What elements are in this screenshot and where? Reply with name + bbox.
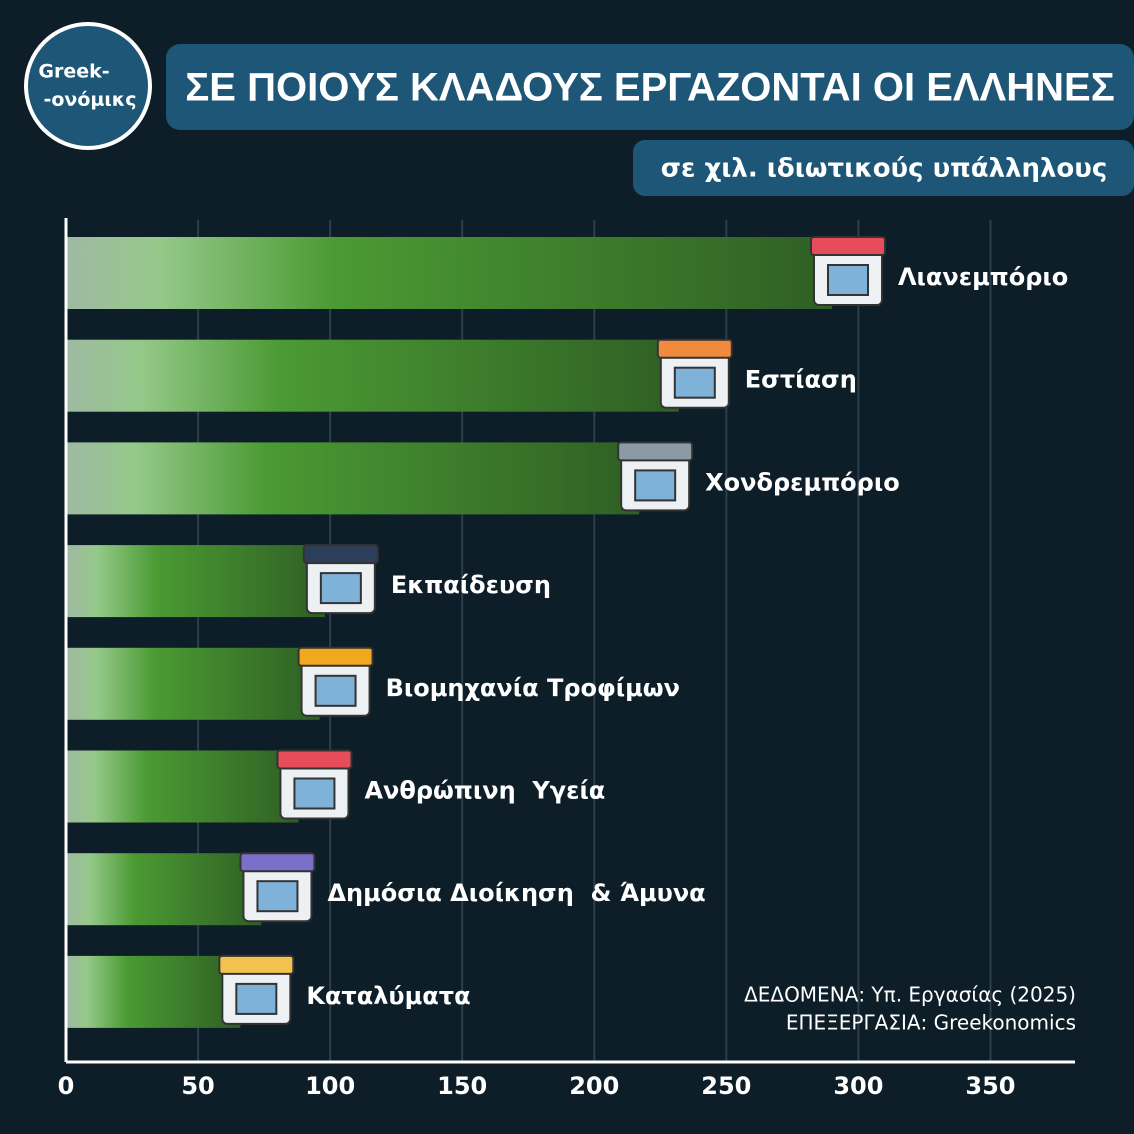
x-tick-label: 250 — [701, 1072, 751, 1100]
source: ΕΠΕΞΕΡΓΑΣΙΑ: Greekonomics — [786, 1011, 1076, 1035]
chart-subtitle: σε χιλ. ιδιωτικούς υπάλληλους — [661, 154, 1108, 184]
icon — [809, 236, 886, 256]
logo — [24, 22, 152, 150]
x-tick-label: 50 — [181, 1072, 214, 1100]
bar — [66, 750, 299, 823]
bar — [66, 339, 679, 412]
chart-title: ΣΕ ΠΟΙΟΥΣ ΚΛΑΔΟΥΣ ΕΡΓΑΖΟΝΤΑΙ ΟΙ ΕΛΛΗΝΕΣ — [185, 66, 1114, 110]
icon — [314, 674, 357, 707]
bar-label: Εστίαση — [745, 366, 857, 394]
bar — [66, 442, 640, 515]
bar — [66, 237, 832, 309]
source: ΔΕΔΟΜΕΝΑ: Υπ. Εργασίας (2025) — [744, 983, 1076, 1007]
bar — [66, 853, 262, 926]
bar-label: Ανθρώπινη Υγεία — [364, 777, 605, 805]
icon — [617, 441, 694, 462]
icon — [276, 749, 353, 770]
icon — [218, 954, 295, 975]
bar-label: Καταλύματα — [306, 982, 470, 1010]
bar-label: Βιομηχανία Τροφίμων — [386, 674, 680, 702]
x-tick-label: 150 — [437, 1072, 487, 1100]
plot: 0 50 100 150 200 250 300 350 Λιανεμπόριο Εστίαση Χ… — [58, 218, 1075, 1100]
icon — [235, 982, 278, 1015]
bar-label: Δημόσια Διοίκηση & Άμυνα — [327, 879, 705, 907]
x-tick-label: 350 — [965, 1072, 1015, 1100]
logo-text: Greek- — [38, 61, 109, 83]
bar — [66, 545, 325, 618]
icon — [256, 880, 299, 913]
icon — [239, 852, 316, 873]
icon — [297, 646, 374, 667]
bar-label: Χονδρεμπόριο — [705, 468, 900, 496]
bar-label: Λιανεμπόριο — [898, 263, 1068, 291]
icon — [673, 366, 716, 399]
icon — [826, 264, 869, 296]
bar — [66, 647, 320, 720]
bar — [66, 955, 241, 1028]
logo-text: -ονόμικς — [43, 89, 136, 111]
icon — [656, 338, 733, 359]
bar-label: Εκπαίδευση — [391, 571, 551, 599]
x-tick-label: 100 — [305, 1072, 355, 1100]
icon — [634, 469, 677, 502]
title-banner — [166, 44, 1134, 130]
icon — [319, 572, 362, 605]
icon — [293, 777, 336, 810]
subtitle-banner — [633, 140, 1134, 196]
x-tick-label: 200 — [569, 1072, 619, 1100]
x-tick-label: 300 — [833, 1072, 883, 1100]
icon — [302, 544, 379, 565]
x-tick-label: 0 — [58, 1072, 75, 1100]
